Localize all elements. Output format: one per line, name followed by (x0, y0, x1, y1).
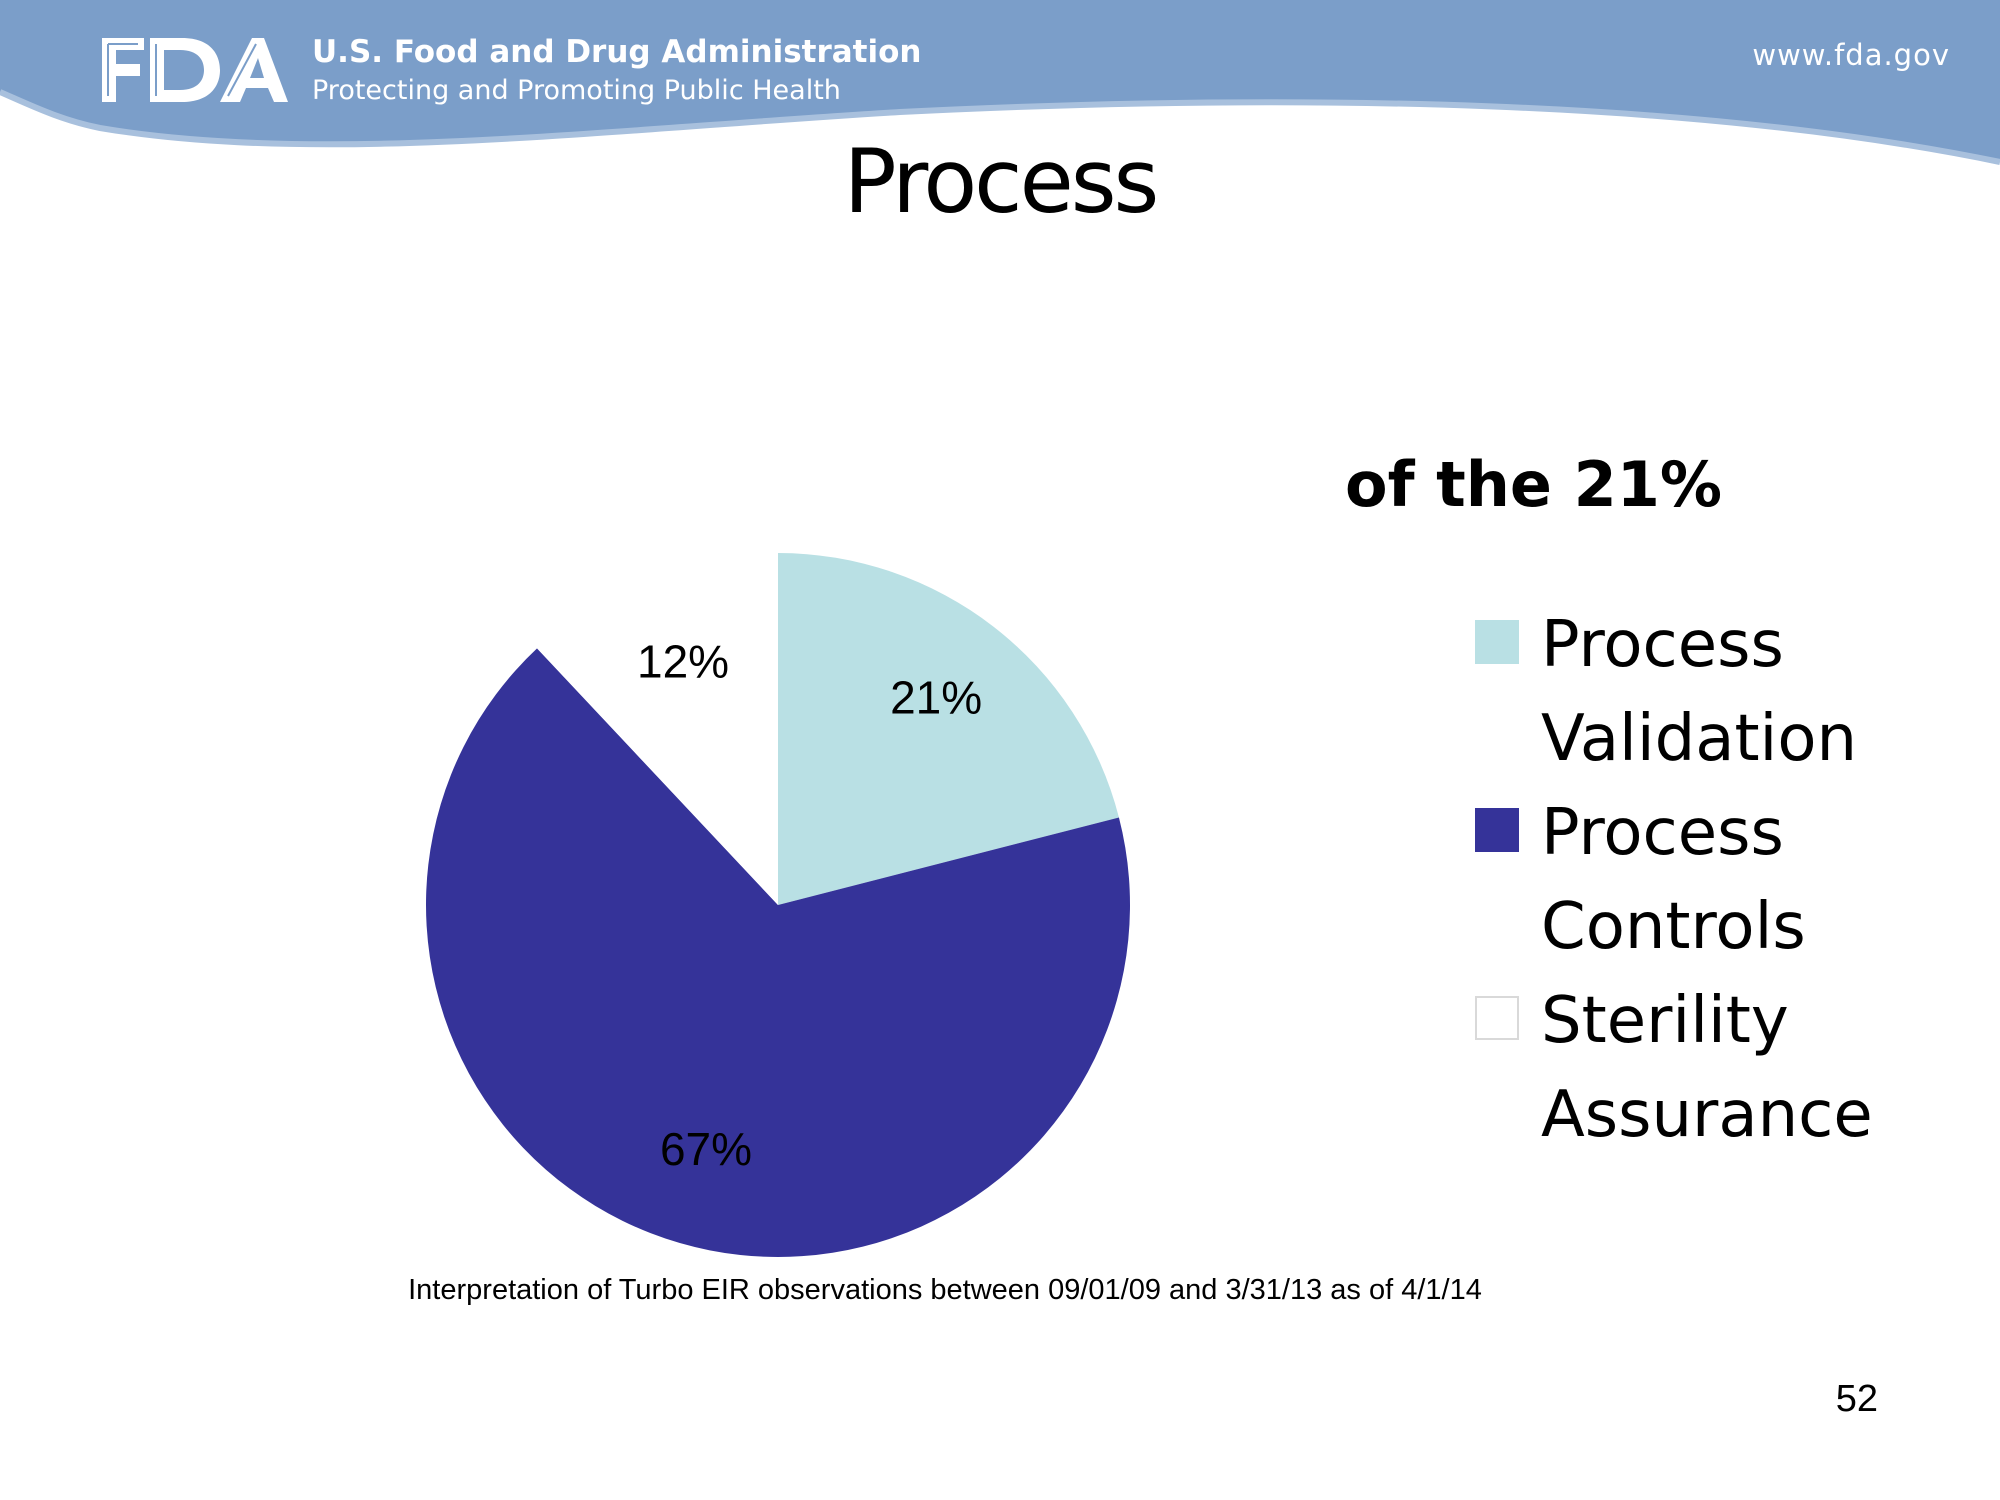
pie-slices (426, 553, 1130, 1258)
legend-item: Sterility Assurance (1475, 974, 1975, 1162)
legend-swatch (1475, 996, 1519, 1040)
fda-logo (100, 36, 290, 104)
legend-swatch (1475, 620, 1519, 664)
pie-data-label: 21% (890, 671, 982, 723)
footnote: Interpretation of Turbo EIR observations… (408, 1274, 1482, 1306)
legend-swatch (1475, 808, 1519, 852)
agency-name: U.S. Food and Drug Administration (312, 34, 922, 70)
pie-data-labels: 21% 67% 12% (637, 635, 982, 1175)
agency-tagline: Protecting and Promoting Public Health (312, 75, 841, 106)
page-title: Process (843, 130, 1160, 233)
fda-logo-icon (102, 38, 288, 102)
pie-slice-process-validation (778, 553, 1119, 905)
legend-item: Process Controls (1475, 786, 1975, 974)
pie-data-label: 12% (637, 635, 729, 687)
header-band (0, 0, 2000, 165)
legend-label: Process Controls (1541, 796, 1806, 964)
legend-label: Sterility Assurance (1541, 984, 1873, 1152)
header-banner: U.S. Food and Drug Administration Protec… (0, 0, 2000, 200)
chart-title: of the 21% (1345, 448, 1722, 521)
chart-legend: Process Validation Process Controls Steril… (1475, 598, 1975, 1162)
website-url: www.fda.gov (1752, 38, 1950, 72)
legend-label: Process Validation (1541, 608, 1858, 776)
legend-item: Process Validation (1475, 598, 1975, 786)
page-number: 52 (1835, 1378, 1878, 1420)
pie-slice-sterility-assurance (537, 553, 778, 905)
pie-slice-process-controls (426, 648, 1130, 1258)
pie-data-label: 67% (660, 1123, 752, 1175)
